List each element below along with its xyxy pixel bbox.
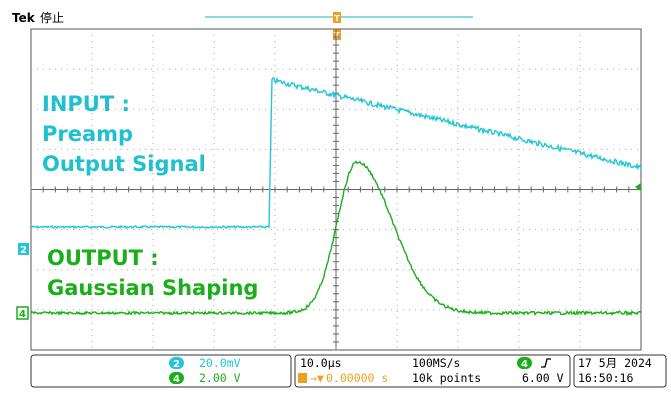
ch2-readout-badge: 2 [173, 359, 180, 370]
trigger-marker-label: T [334, 31, 340, 40]
trigger-position-marker[interactable] [333, 29, 341, 40]
ch4-readout[interactable]: 4 2.00 V [169, 371, 241, 385]
trigger-offset-arrow-icon: →▼ [310, 371, 324, 385]
trigger-level: 6.00 V [522, 371, 564, 385]
input-annotation-line3: Output Signal [42, 152, 206, 176]
ch2-readout[interactable]: 2 20.0mV [169, 356, 241, 370]
ch4-scale: 2.00 V [199, 371, 241, 385]
sample-rate: 100MS/s [412, 356, 460, 370]
channel-readout-box [30, 354, 292, 388]
trigger-position-icon [298, 373, 307, 383]
input-trace [30, 76, 642, 230]
ch4-ground-marker[interactable]: 4 [16, 306, 29, 320]
graticule [30, 28, 642, 351]
trigger-source-badge: 4 [521, 359, 528, 370]
time-readout: 16:50:16 [578, 371, 633, 385]
date-readout: 17 5月 2024 [578, 356, 652, 370]
trigger-position-readout[interactable]: →▼ 0.00000 s [298, 371, 388, 385]
trigger-level-marker[interactable] [635, 183, 641, 191]
acquisition-state: 停止 [40, 10, 64, 25]
output-annotation-line2: Gaussian Shaping [47, 276, 258, 300]
ch4-readout-badge: 4 [173, 374, 180, 385]
trigger-position-marker-top[interactable] [333, 12, 341, 23]
datetime-box [573, 354, 667, 388]
trigger-readout[interactable]: 4 6.00 V [517, 357, 564, 385]
status-bar: 2 20.0mV 4 2.00 V 10.0µs 100MS/s →▼ 0.00… [30, 354, 667, 388]
brand-label: Tek [12, 11, 36, 25]
timebase-scale[interactable]: 10.0µs [300, 356, 342, 370]
output-trace [30, 160, 642, 317]
ch2-marker-label: 2 [20, 245, 27, 256]
trigger-position: 0.00000 s [326, 371, 388, 385]
output-annotation-line1: OUTPUT : [47, 246, 159, 270]
input-annotation-line2: Preamp [42, 122, 133, 146]
rising-edge-icon [541, 358, 551, 368]
timebase-readout-box [294, 354, 571, 388]
record-length: 10k points [412, 371, 481, 385]
ch4-marker-label: 4 [19, 309, 26, 320]
input-annotation-line1: INPUT : [42, 92, 130, 116]
trigger-marker-top-label: T [334, 14, 340, 23]
ch2-ground-marker[interactable]: 2 [18, 243, 29, 256]
ch2-scale: 20.0mV [199, 356, 241, 370]
